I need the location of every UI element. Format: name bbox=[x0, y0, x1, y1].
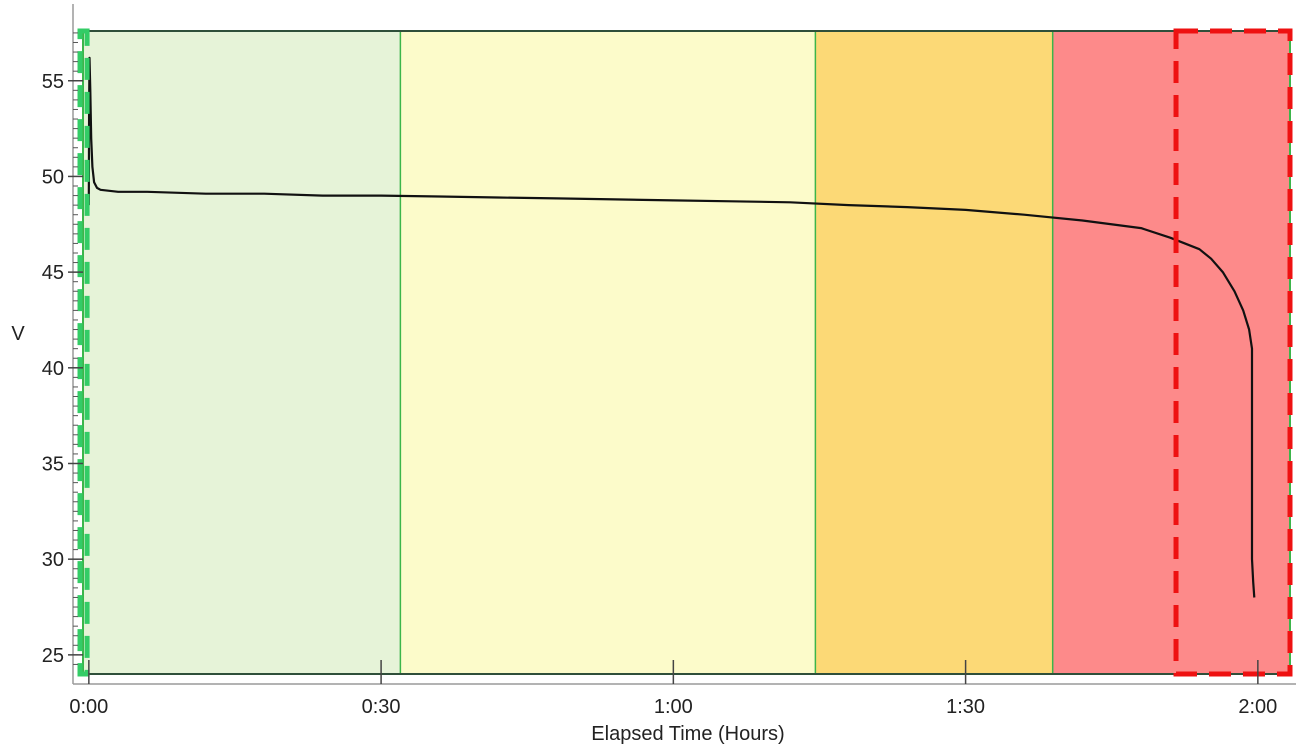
zone-regions bbox=[83, 31, 1290, 674]
highlight-boxes bbox=[77, 28, 1293, 677]
highlight-box-2 bbox=[1173, 28, 1293, 677]
highlight-box-1 bbox=[77, 28, 90, 677]
x-tick-label-1: 0:00 bbox=[69, 696, 108, 718]
x-tick-label-3: 1:00 bbox=[654, 696, 693, 718]
zone-region-3 bbox=[815, 31, 1053, 674]
zone-region-4 bbox=[1052, 31, 1290, 674]
y-tick-label-45: 45 bbox=[42, 262, 64, 284]
zone-region-1 bbox=[83, 31, 401, 674]
y-tick-label-55: 55 bbox=[42, 71, 64, 93]
y-tick-label-35: 35 bbox=[42, 453, 64, 475]
zone-region-2 bbox=[400, 31, 816, 674]
x-tick-label-5: 2:00 bbox=[1238, 696, 1277, 718]
series-line-1 bbox=[87, 56, 1256, 598]
plot-frame bbox=[82, 30, 1291, 675]
y-axis-title: V bbox=[11, 323, 25, 345]
y-tick-label-50: 50 bbox=[42, 166, 64, 188]
y-tick-label-40: 40 bbox=[42, 358, 64, 380]
series-layer bbox=[87, 56, 1256, 598]
x-axis-title: Elapsed Time (Hours) bbox=[591, 723, 784, 745]
x-tick-label-4: 1:30 bbox=[946, 696, 985, 718]
y-tick-label-25: 25 bbox=[42, 645, 64, 667]
x-tick-label-2: 0:30 bbox=[362, 696, 401, 718]
y-tick-label-30: 30 bbox=[42, 549, 64, 571]
axes: 25 30 35 40 45 50 55 0:00 0:30 1:00 1:30 2:00 bbox=[42, 4, 1296, 718]
